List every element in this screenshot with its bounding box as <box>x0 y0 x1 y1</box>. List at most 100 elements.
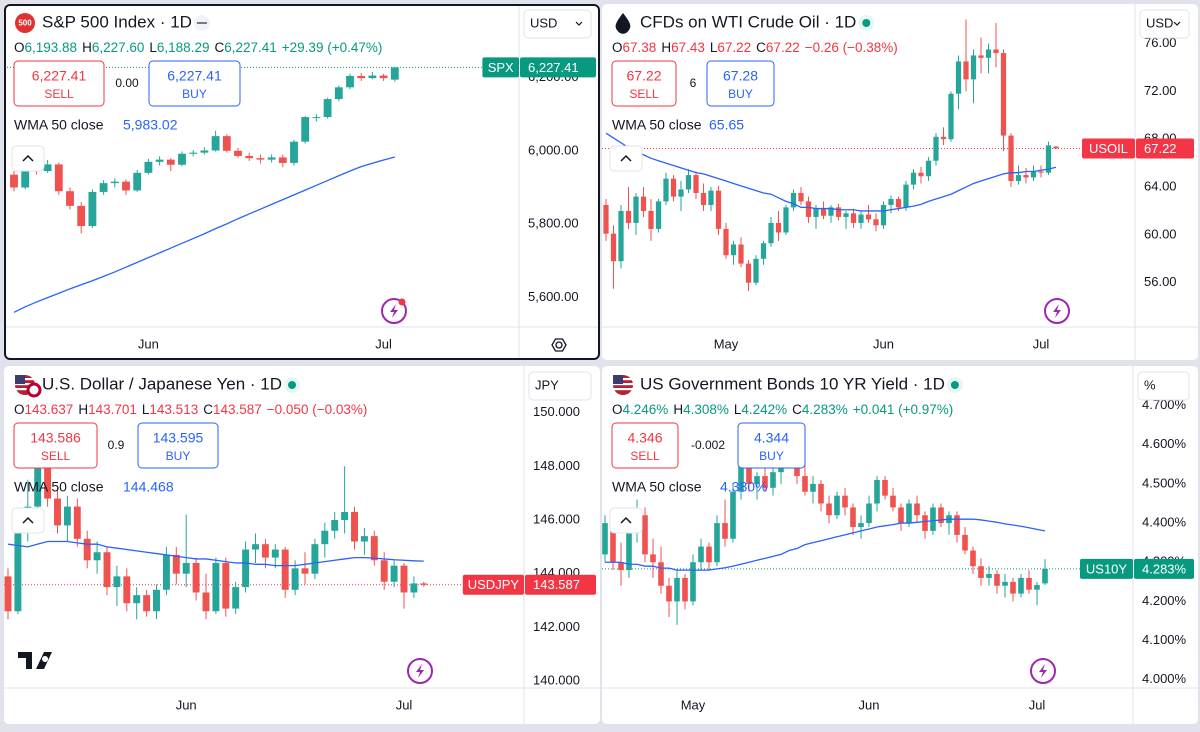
flag-canton <box>613 375 623 384</box>
candle-body <box>963 61 969 80</box>
candle-body <box>123 576 131 604</box>
tv-logo <box>18 652 52 669</box>
x-tick-label: Jul <box>1029 697 1046 712</box>
x-tick-label: Jun <box>859 697 880 712</box>
currency-dropdown[interactable] <box>1137 371 1190 401</box>
flag-canton <box>15 375 25 384</box>
candle-body <box>678 189 684 197</box>
dropdown-arrow <box>1173 21 1181 26</box>
x-tick-label: Jun <box>176 697 197 712</box>
currency-label: USD <box>1146 15 1173 30</box>
ohlc-letter: O <box>612 402 623 417</box>
sell-price: 67.22 <box>626 68 661 84</box>
candle-body <box>83 538 91 561</box>
plot-area <box>4 66 519 313</box>
plot-area <box>4 450 524 620</box>
buy-price: 143.595 <box>153 430 204 446</box>
ohlc-value: 6,193.88 <box>25 40 78 55</box>
currency-dropdown[interactable] <box>528 371 592 401</box>
candle-body <box>603 204 609 234</box>
candle-body <box>182 562 190 574</box>
ohlc-value: 4.246% <box>623 402 669 417</box>
collapse-button[interactable] <box>11 145 45 172</box>
spread: -0.002 <box>691 438 725 452</box>
candle-body <box>874 479 880 504</box>
candle-body <box>43 164 52 172</box>
candle-body <box>1030 171 1037 178</box>
collapse-button[interactable] <box>609 507 643 534</box>
symbol-title: CFDs on WTI Crude Oil · 1D <box>640 12 856 31</box>
candle-body <box>802 476 808 492</box>
sell-button[interactable] <box>611 60 677 107</box>
candle-body <box>400 565 408 593</box>
candle-body <box>77 205 86 227</box>
candle-body <box>192 562 200 593</box>
lightning-icon <box>390 304 398 318</box>
buy-button[interactable] <box>148 60 241 107</box>
collapse-button[interactable] <box>609 145 643 172</box>
ohlc-value: 67.22 <box>766 40 800 55</box>
candle-body <box>202 592 210 612</box>
candle-body <box>234 150 242 156</box>
candle-body <box>312 117 321 119</box>
candle-body <box>850 507 856 527</box>
panel: 4.000%4.100%4.200%4.300%4.400%4.500%4.60… <box>602 366 1198 724</box>
y-tick-label: 146.000 <box>533 511 580 526</box>
buy-button[interactable] <box>737 422 806 469</box>
candle-body <box>357 75 366 79</box>
indicator-value: 144.468 <box>123 479 174 495</box>
candle-body <box>760 243 767 259</box>
candle-body <box>252 544 259 550</box>
y-tick-label: 4.600% <box>1142 436 1187 451</box>
ohlc-header: O143.637 H143.701 L143.513 C143.587 −0.050 (… <box>14 402 367 417</box>
collapse-button[interactable] <box>11 507 45 534</box>
sell-button[interactable] <box>13 422 98 469</box>
status-core <box>288 381 297 389</box>
y-tick-label: 60.00 <box>1144 226 1177 241</box>
flag-stripe <box>15 383 35 386</box>
currency-label: USD <box>530 15 557 30</box>
candle-body <box>122 181 130 191</box>
candle-body <box>73 506 81 539</box>
sell-button[interactable] <box>611 422 679 469</box>
candle-body <box>103 552 111 588</box>
candle-body <box>1042 568 1048 584</box>
candle-body <box>925 160 932 177</box>
candle-body <box>370 536 378 561</box>
currency-dropdown[interactable] <box>523 9 592 39</box>
candle-body <box>625 210 632 223</box>
buy-button[interactable] <box>137 422 219 469</box>
ohlc-header: O4.246% H4.308% L4.242% C4.283% +0.041 (+0.9… <box>612 402 953 417</box>
sell-label: SELL <box>41 449 71 463</box>
ohlc-letter: O <box>14 402 25 417</box>
x-tick-label: Jun <box>138 336 159 351</box>
settings-icon[interactable] <box>551 338 567 352</box>
candle-body <box>602 523 608 555</box>
panel-background <box>4 366 600 724</box>
candle-body <box>14 533 22 612</box>
wma-line <box>7 540 424 567</box>
candle-body <box>993 49 999 54</box>
candle-body <box>674 577 680 602</box>
candle-body <box>321 530 329 545</box>
buy-button[interactable] <box>706 60 775 107</box>
ohlc-letter: L <box>142 402 150 417</box>
x-tick-label: May <box>714 336 739 351</box>
candle-body <box>420 583 428 585</box>
ohlc-change: −0.26 (−0.38%) <box>805 40 898 55</box>
candle-body <box>390 67 399 80</box>
indicator-name: WMA 50 close <box>612 479 702 495</box>
candle-body <box>754 476 760 484</box>
candle-body <box>954 515 960 535</box>
candle-body <box>311 544 319 574</box>
candle-body <box>44 466 52 499</box>
candle-body <box>155 159 164 162</box>
candle-body <box>626 530 632 571</box>
candle-body <box>66 191 74 206</box>
currency-dropdown[interactable] <box>1139 9 1190 39</box>
candle-body <box>978 55 984 58</box>
candle-body <box>633 196 639 223</box>
selected-border <box>4 4 600 360</box>
candle-body <box>835 207 842 217</box>
sell-button[interactable] <box>13 60 105 107</box>
